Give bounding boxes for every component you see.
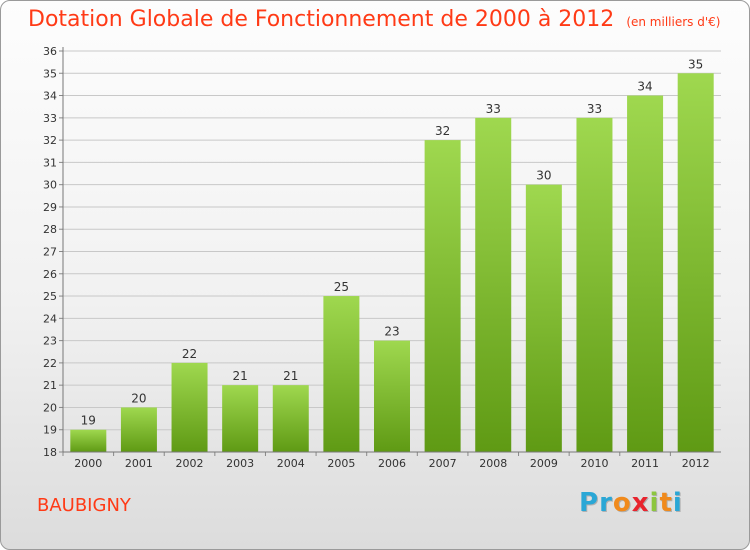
data-label: 25 <box>334 280 349 294</box>
y-tick-label: 31 <box>43 156 57 169</box>
chart-title: Dotation Globale de Fonctionnement de 20… <box>28 7 720 32</box>
bar <box>627 95 664 453</box>
bar <box>475 117 512 452</box>
y-tick-label: 27 <box>43 246 57 259</box>
y-tick-label: 21 <box>43 379 57 392</box>
y-tick-label: 20 <box>43 401 57 414</box>
axes <box>62 47 721 453</box>
y-tick-label: 29 <box>43 201 57 214</box>
data-label: 33 <box>587 102 602 116</box>
x-tick-label: 2003 <box>226 457 254 470</box>
logo-letter: t <box>659 488 673 518</box>
data-label: 21 <box>233 369 248 383</box>
y-tick-label: 25 <box>43 290 57 303</box>
data-label: 32 <box>435 124 450 138</box>
bar <box>70 429 107 452</box>
bar <box>171 362 208 452</box>
x-tick-label: 2010 <box>580 457 608 470</box>
data-label: 35 <box>688 57 703 71</box>
x-tick-label: 2002 <box>176 457 204 470</box>
data-label: 33 <box>486 102 501 116</box>
data-label: 20 <box>131 391 146 405</box>
unit-note: (en milliers d'€) <box>626 15 721 29</box>
y-tick-label: 30 <box>43 179 57 192</box>
y-tick-label: 18 <box>43 446 57 459</box>
bar <box>374 340 410 452</box>
y-tick-label: 34 <box>43 90 57 103</box>
y-tick-label: 33 <box>43 112 57 125</box>
x-axis-ticks: 2000 2001 2002 2003 2004 2005 2006 2007 2008 2009… <box>62 452 710 470</box>
x-tick-label: 2009 <box>530 457 558 470</box>
y-tick-label: 32 <box>43 134 57 147</box>
proxiti-logo: Proxiti <box>579 488 683 518</box>
data-label: 34 <box>637 80 652 94</box>
x-tick-label: 2011 <box>631 457 659 470</box>
x-tick-label: 2008 <box>479 457 507 470</box>
x-tick-label: 2000 <box>74 457 102 470</box>
y-tick-label: 22 <box>43 357 57 370</box>
bar <box>272 385 309 452</box>
bar <box>120 407 157 452</box>
y-tick-label: 36 <box>43 45 57 58</box>
x-tick-label: 2005 <box>327 457 355 470</box>
y-tick-label: 26 <box>43 268 57 281</box>
bar <box>677 73 714 453</box>
y-axis-ticks: 18 19 20 21 22 23 24 25 26 27 28 29 30 31 32 33 34 35 36 <box>43 45 63 459</box>
bar <box>222 385 259 452</box>
y-tick-label: 19 <box>43 424 57 437</box>
logo-letter: x <box>631 488 650 518</box>
y-tick-label: 24 <box>43 312 57 325</box>
data-label: 19 <box>81 414 96 428</box>
data-label: 30 <box>536 169 551 183</box>
bar <box>424 140 461 452</box>
x-tick-label: 2006 <box>378 457 406 470</box>
data-label: 23 <box>384 325 399 339</box>
data-label: 22 <box>182 347 197 361</box>
bars <box>70 73 714 453</box>
x-tick-label: 2007 <box>429 457 457 470</box>
y-tick-label: 28 <box>43 223 57 236</box>
bar <box>525 184 562 452</box>
commune-name: BAUBIGNY <box>37 495 131 516</box>
logo-letter: i <box>649 488 660 518</box>
y-tick-label: 23 <box>43 335 57 348</box>
x-tick-label: 2012 <box>682 457 710 470</box>
bar <box>576 117 613 452</box>
data-labels: 19 20 22 21 21 25 23 32 33 30 33 34 35 <box>81 57 704 427</box>
x-tick-label: 2001 <box>125 457 153 470</box>
title-text: Dotation Globale de Fonctionnement de 20… <box>28 7 615 32</box>
logo-letter: i <box>672 488 683 518</box>
y-tick-label: 35 <box>43 67 57 80</box>
logo-letter: P <box>579 488 600 518</box>
logo-letter: r <box>599 488 613 518</box>
x-tick-label: 2004 <box>277 457 305 470</box>
logo-letter: o <box>612 488 632 518</box>
data-label: 21 <box>283 369 298 383</box>
bar <box>323 296 360 452</box>
